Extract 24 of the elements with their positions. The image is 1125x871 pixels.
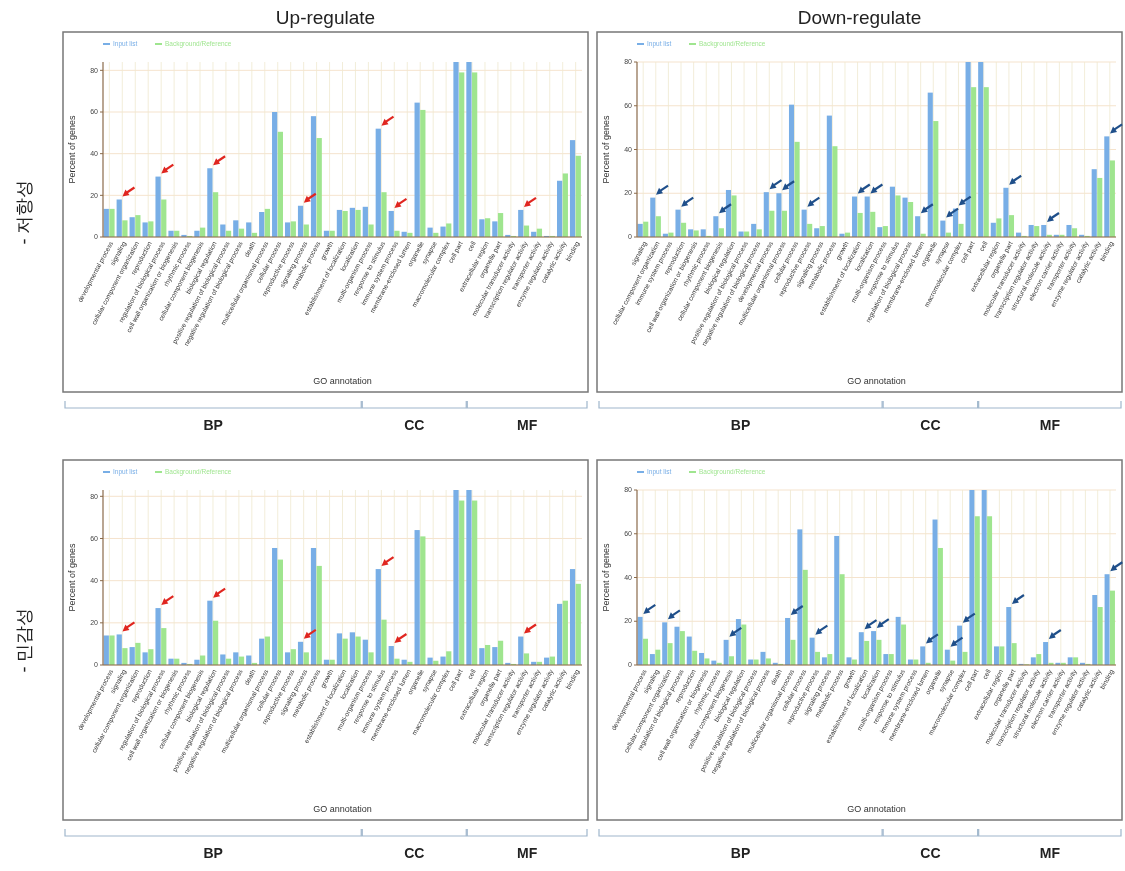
text: BP [730,417,751,433]
text: CC [920,417,941,433]
text: MF [517,417,538,433]
text: - 민감성 [14,607,34,673]
text: CC [920,845,941,861]
text: MF [1039,845,1061,861]
x-axis-title: GO annotation [847,376,906,386]
text: CC [404,845,425,861]
chart-title: Down-regulate [797,7,922,28]
y-axis-title: Percent of genes [601,542,611,612]
x-axis-title: GO annotation [847,804,906,814]
text: MF [517,845,538,861]
chart-title: Up-regulate [275,7,376,28]
text: CC [404,417,425,433]
text: - 저항성 [14,179,34,245]
x-axis-title: GO annotation [313,376,372,386]
y-axis-title: Percent of genes [601,114,611,184]
text: BP [203,417,223,433]
text: MF [1039,417,1061,433]
text: BP [203,845,223,861]
y-axis-title: Percent of genes [67,542,77,612]
x-axis-title: GO annotation [313,804,372,814]
y-axis-title: Percent of genes [67,114,77,184]
text: BP [730,845,751,861]
